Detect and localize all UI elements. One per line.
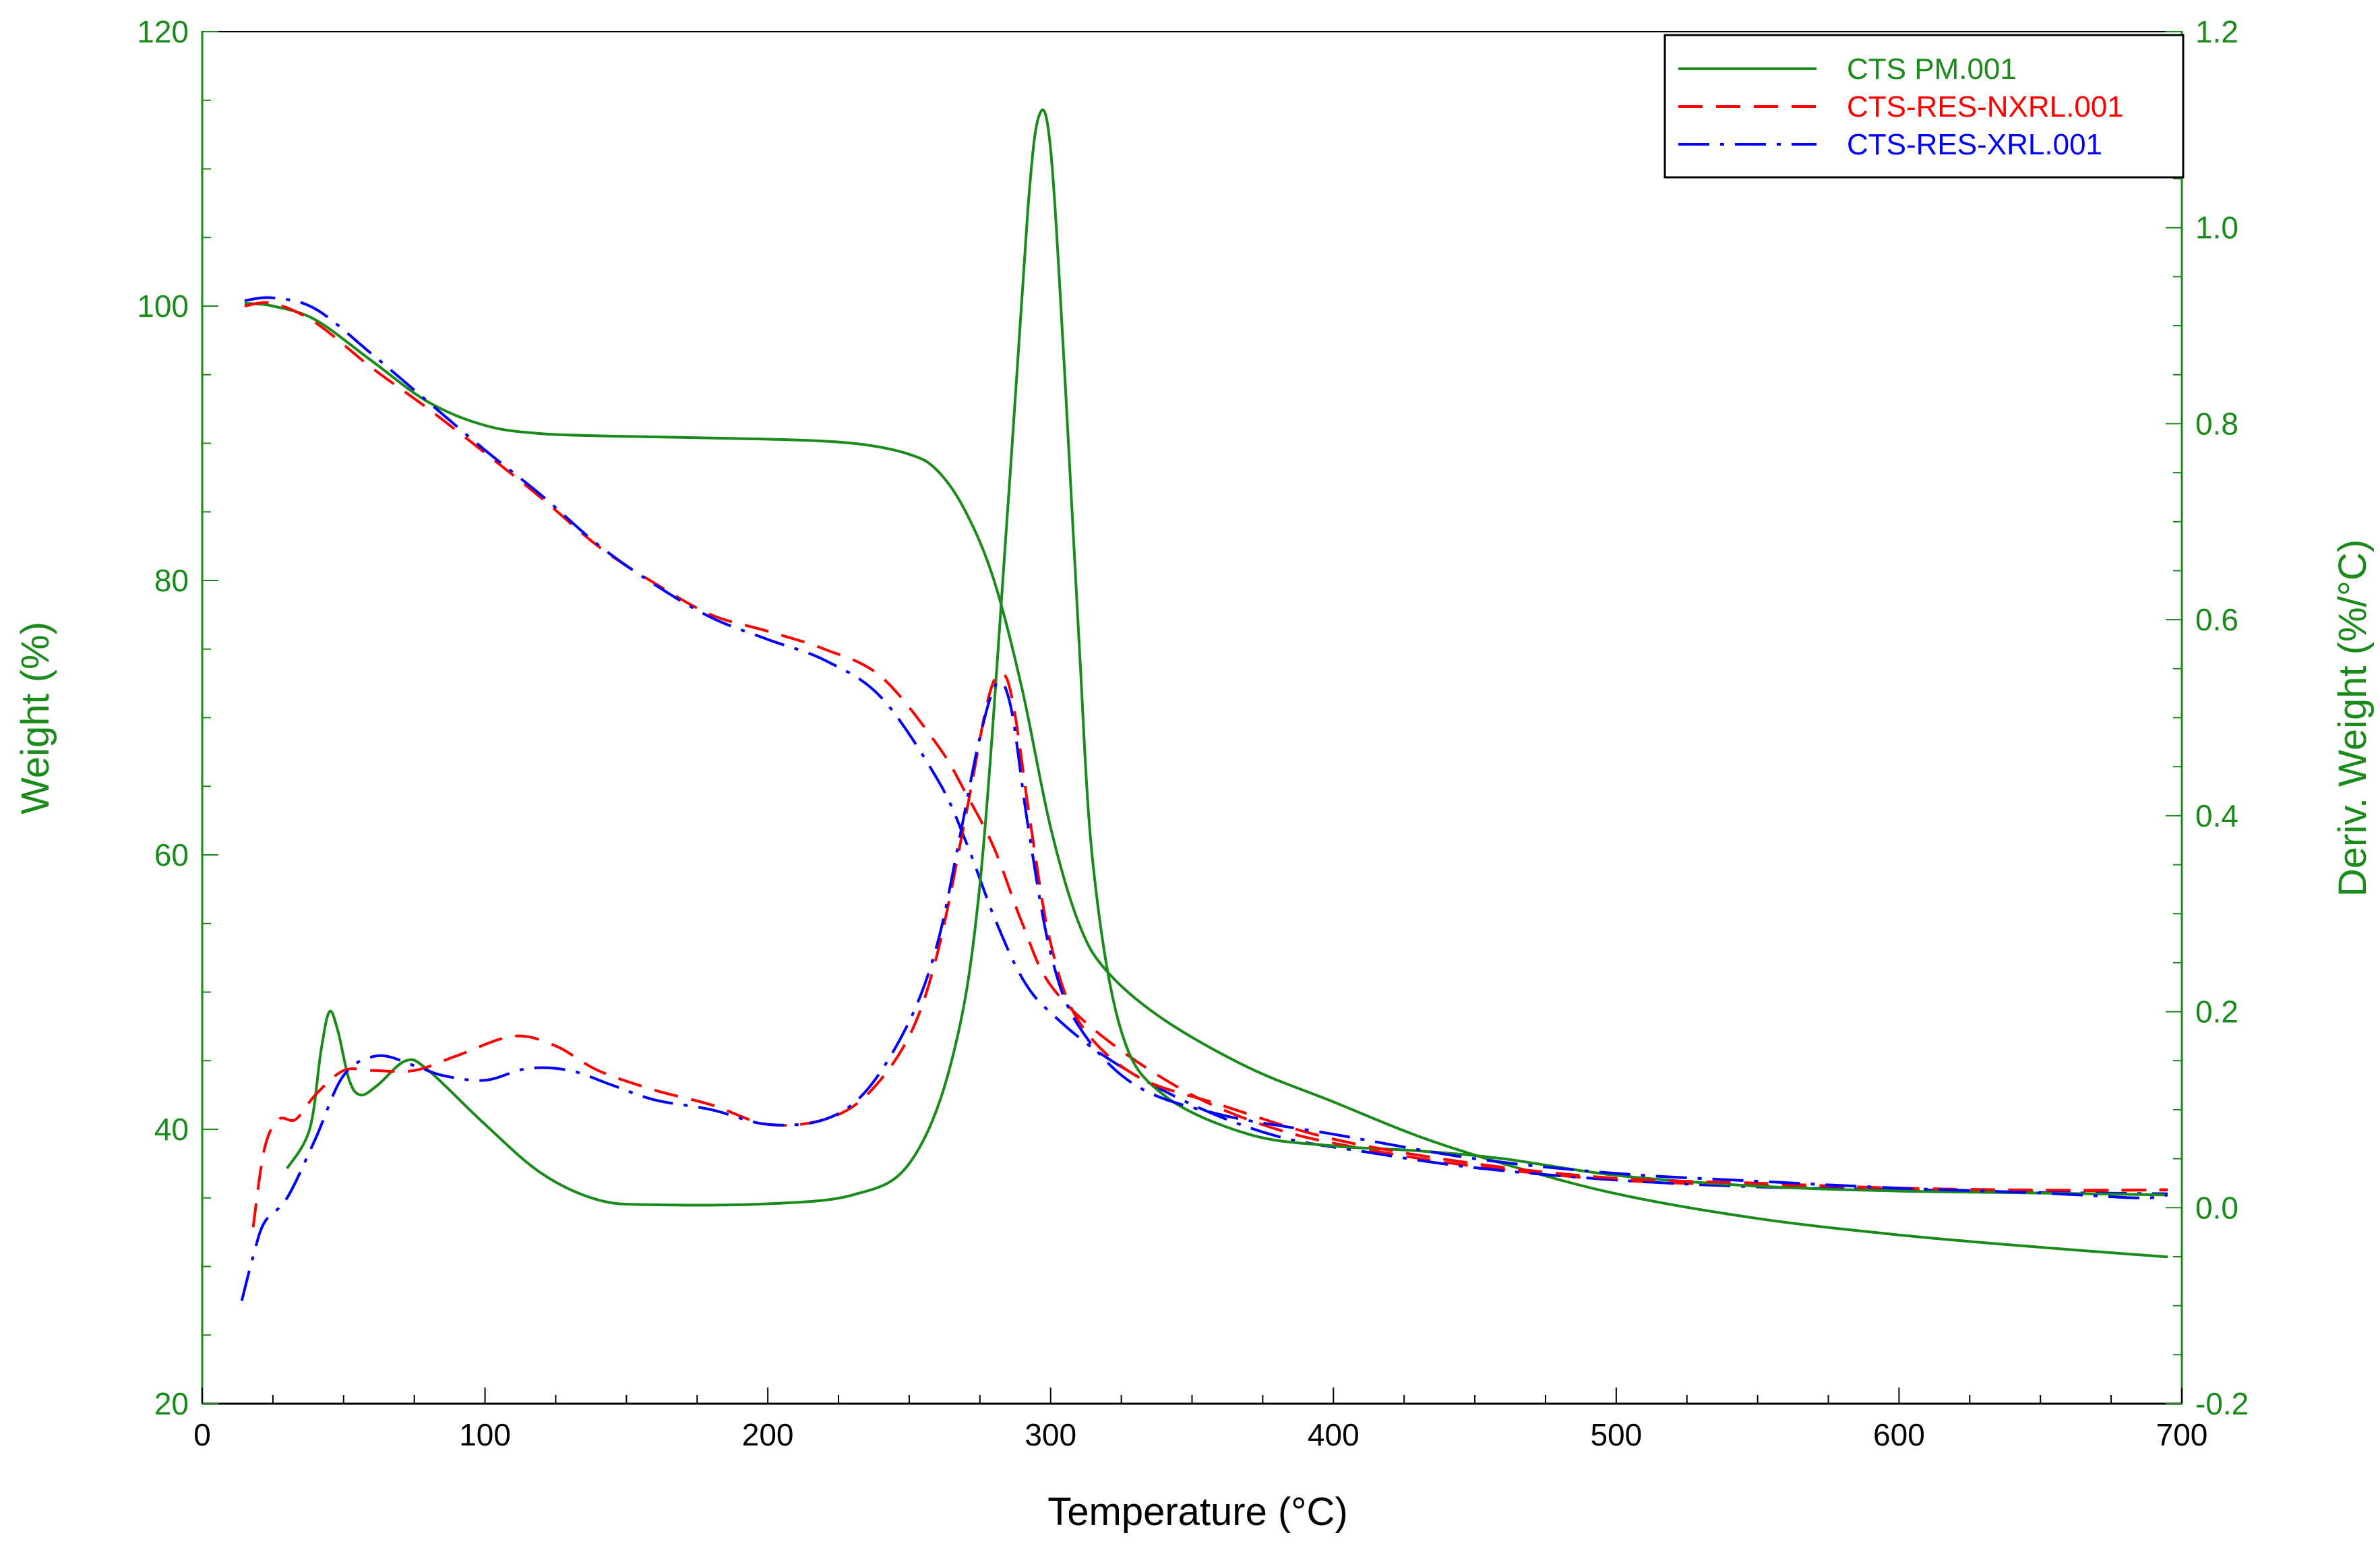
legend: CTS PM.001 CTS-RES-NXRL.001 CTS-RES-XRL.… bbox=[1664, 34, 2185, 179]
x-tick-label: 300 bbox=[1025, 1417, 1076, 1452]
y2-tick-label: 0.8 bbox=[2195, 406, 2238, 441]
y-tick-label: 100 bbox=[137, 289, 189, 324]
legend-label-2: CTS-RES-NXRL.001 bbox=[1847, 90, 2124, 123]
series-line-weight-2 bbox=[244, 301, 2168, 1193]
x-tick-label: 400 bbox=[1308, 1417, 1360, 1452]
y2-tick-label: 0.6 bbox=[2195, 602, 2238, 637]
x-tick-label: 200 bbox=[742, 1417, 794, 1452]
y-tick-label: 20 bbox=[154, 1386, 189, 1421]
series-line-weight-3 bbox=[244, 296, 2168, 1195]
y2-tick-label: 0.0 bbox=[2195, 1190, 2238, 1225]
legend-box bbox=[1664, 34, 2185, 179]
series-line-derivative-6 bbox=[240, 680, 2168, 1301]
series-line-derivative-5 bbox=[251, 672, 2168, 1228]
x-axis-title: Temperature (°C) bbox=[1047, 1490, 1347, 1534]
y2-axis-title: Deriv. Weight (%/°C) bbox=[2331, 539, 2375, 897]
plot-frame bbox=[202, 31, 2183, 1404]
y-tick-label: 80 bbox=[154, 563, 189, 598]
plot-lines bbox=[240, 109, 2168, 1301]
y-tick-label: 60 bbox=[154, 837, 189, 872]
series-line-derivative-4 bbox=[286, 109, 2168, 1207]
legend-label-1: CTS PM.001 bbox=[1847, 53, 2017, 86]
legend-label-3: CTS-RES-XRL.001 bbox=[1847, 128, 2102, 161]
y-tick-label: 120 bbox=[137, 14, 189, 49]
y2-tick-label: 1.2 bbox=[2195, 14, 2238, 49]
series-line-weight-1 bbox=[244, 301, 2168, 1259]
y-axis-title: Weight (%) bbox=[13, 622, 57, 814]
axes: 0 100 200 300 400 500 600 700 20 40 60 80 100 120 -0.2… bbox=[137, 14, 2249, 1452]
x-tick-label: 0 bbox=[193, 1417, 211, 1452]
y2-tick-label: 1.0 bbox=[2195, 210, 2238, 245]
y2-tick-label: 0.4 bbox=[2195, 798, 2238, 833]
y2-tick-label: 0.2 bbox=[2195, 994, 2238, 1030]
y2-tick-label: -0.2 bbox=[2195, 1386, 2249, 1421]
y-tick-label: 40 bbox=[154, 1112, 189, 1147]
x-tick-label: 100 bbox=[459, 1417, 511, 1452]
x-tick-label: 600 bbox=[1873, 1417, 1925, 1452]
x-tick-label: 700 bbox=[2156, 1417, 2208, 1452]
x-tick-label: 500 bbox=[1590, 1417, 1642, 1452]
